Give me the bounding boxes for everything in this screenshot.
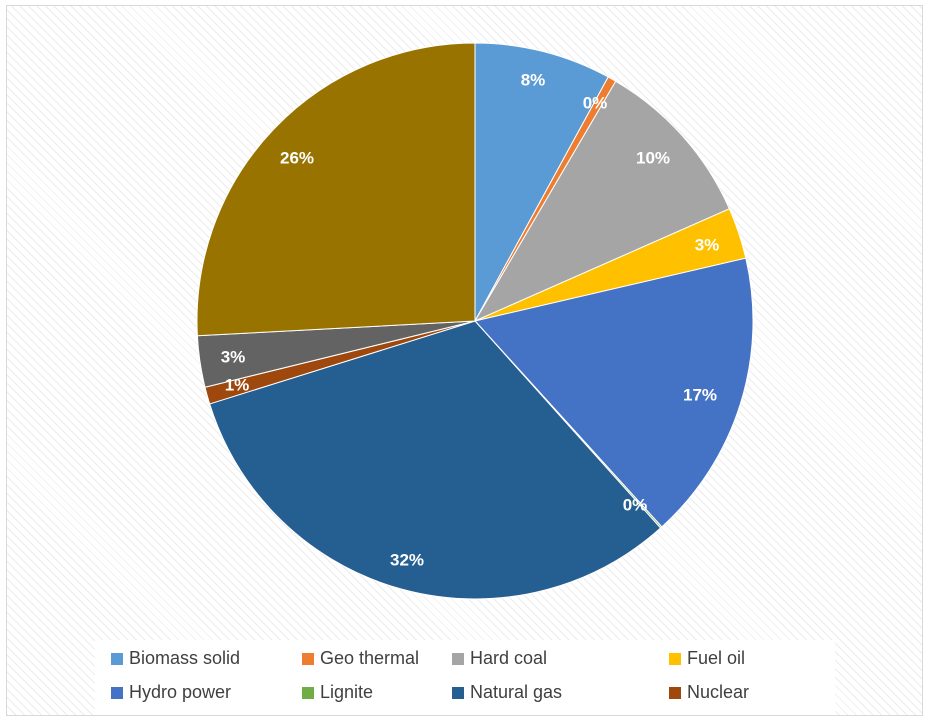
legend-label: Natural gas [470, 682, 563, 702]
slice-data-label: 17% [683, 386, 717, 405]
slice-data-label: 1% [225, 376, 250, 395]
pie-slice-hydro-power [474, 257, 754, 528]
legend-swatch [111, 652, 123, 665]
legend-item: Geo thermal [302, 648, 419, 669]
pie-slice-natural-gas [209, 320, 662, 600]
legend-label: Fuel oil [687, 648, 746, 668]
legend-swatch [111, 686, 123, 699]
slice-data-label: 0% [623, 496, 648, 515]
pie-slice-biomass-solid [474, 42, 609, 322]
chart-legend: Biomass solid Geo thermal Hard coal Fuel oi… [95, 640, 835, 715]
legend-label: Biomass solid [129, 648, 241, 668]
pie-slice-hard-coal [473, 80, 731, 323]
legend-item: Fuel oil [669, 648, 745, 669]
legend-label: Lignite [320, 682, 374, 702]
slice-data-label: 8% [521, 71, 546, 90]
legend-swatch [302, 652, 314, 665]
legend-label: Geo thermal [320, 648, 420, 668]
legend-swatch [669, 686, 681, 699]
legend-swatch [452, 686, 464, 699]
legend-label: Hard coal [470, 648, 548, 668]
legend-item: Hard coal [452, 648, 547, 669]
legend-item: Biomass solid [111, 648, 240, 669]
legend-swatch [452, 652, 464, 665]
slice-data-label: 32% [390, 551, 424, 570]
slice-data-label: 26% [280, 149, 314, 168]
legend-label: Nuclear [687, 682, 750, 702]
pie-slice-unlabeled-9 [196, 42, 476, 337]
legend-item: Hydro power [111, 682, 231, 703]
legend-item: Nuclear [669, 682, 749, 703]
legend-label: Hydro power [129, 682, 232, 702]
slice-data-label: 10% [636, 149, 670, 168]
legend-swatch [302, 686, 314, 699]
legend-swatch [669, 652, 681, 665]
legend-item: Lignite [302, 682, 373, 703]
slice-data-label: 3% [695, 236, 720, 255]
legend-item: Natural gas [452, 682, 562, 703]
slice-data-label: 0% [583, 94, 608, 113]
slice-data-label: 3% [221, 348, 246, 367]
